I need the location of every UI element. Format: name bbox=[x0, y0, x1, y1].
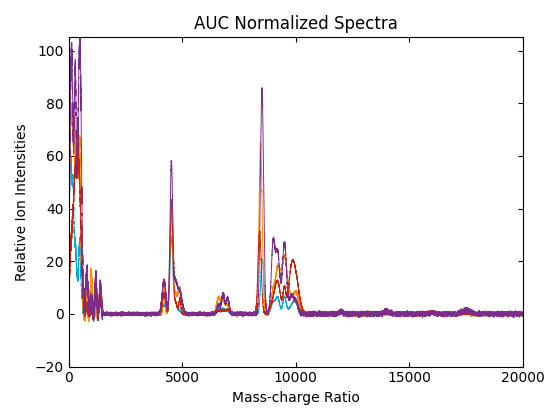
Y-axis label: Relative Ion Intensities: Relative Ion Intensities bbox=[15, 123, 29, 281]
Title: AUC Normalized Spectra: AUC Normalized Spectra bbox=[194, 15, 398, 33]
X-axis label: Mass-charge Ratio: Mass-charge Ratio bbox=[232, 391, 360, 405]
